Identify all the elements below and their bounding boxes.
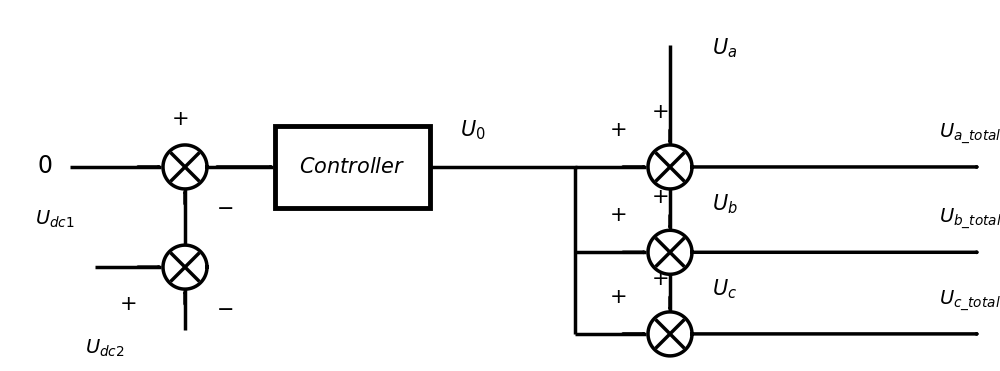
Text: $U_c$: $U_c$ — [712, 277, 738, 301]
Text: $U_a$: $U_a$ — [712, 36, 738, 60]
Text: $U_{dc1}$: $U_{dc1}$ — [35, 208, 75, 230]
Text: $+$: $+$ — [609, 120, 627, 140]
Text: $+$: $+$ — [651, 269, 669, 289]
Text: $U_b$: $U_b$ — [712, 192, 738, 216]
Text: $+$: $+$ — [651, 102, 669, 122]
Text: $0$: $0$ — [37, 155, 53, 178]
Bar — [275, 126, 430, 208]
Text: $+$: $+$ — [609, 287, 627, 307]
Text: $-$: $-$ — [216, 197, 234, 217]
Text: $U_{c\_total}$: $U_{c\_total}$ — [939, 289, 1000, 312]
Text: $-$: $-$ — [216, 298, 234, 318]
Text: $Controller$: $Controller$ — [299, 157, 406, 177]
Text: $+$: $+$ — [171, 109, 189, 129]
Text: $U_{a\_total}$: $U_{a\_total}$ — [939, 122, 1000, 145]
Text: $U_0$: $U_0$ — [460, 118, 485, 142]
Text: $+$: $+$ — [119, 294, 137, 314]
Text: $U_{b\_total}$: $U_{b\_total}$ — [939, 207, 1000, 231]
Text: $+$: $+$ — [651, 187, 669, 207]
Text: $+$: $+$ — [609, 206, 627, 226]
Text: $U_{dc2}$: $U_{dc2}$ — [85, 338, 125, 359]
